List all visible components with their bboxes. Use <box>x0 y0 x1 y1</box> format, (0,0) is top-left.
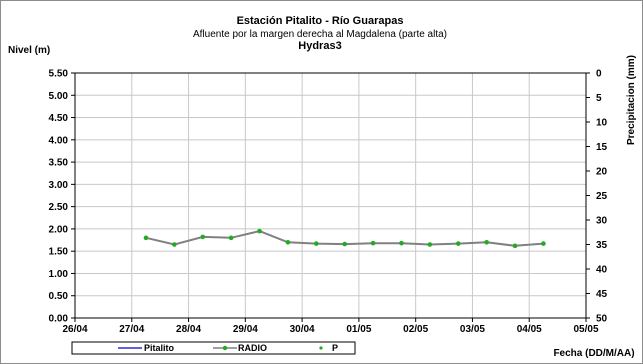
legend-p-marker <box>319 346 323 350</box>
y2-tick-label: 15 <box>596 142 608 153</box>
y2-tick-label: 10 <box>596 118 608 129</box>
y-tick-label: 3.00 <box>49 180 69 191</box>
x-tick-label: 26/04 <box>62 324 87 335</box>
radio-data-point <box>172 242 177 247</box>
legend: Pitalito RADIO P <box>71 341 356 355</box>
radio-data-point <box>370 240 376 246</box>
x-tick-label: 03/05 <box>460 324 485 335</box>
y-tick-label: 4.00 <box>49 135 69 146</box>
legend-p-label: P <box>332 343 338 353</box>
y-tick-label: 1.00 <box>49 269 69 280</box>
x-axis-label: Fecha (DD/M/AA) <box>553 348 634 359</box>
y2-tick-label: 50 <box>596 314 608 325</box>
radio-data-point <box>427 242 433 247</box>
y-tick-label: 4.50 <box>49 113 69 124</box>
chart-subtitle: Afluente por la margen derecha al Magdal… <box>193 29 447 40</box>
radio-data-point <box>455 241 461 246</box>
chart-subtitle-2: Hydras3 <box>298 40 341 52</box>
y-tick-label: 0.50 <box>49 291 69 302</box>
radio-data-point <box>257 228 262 234</box>
x-tick-label: 04/05 <box>517 324 542 335</box>
y-tick-label: 5.50 <box>49 69 69 80</box>
legend-pitalito-label: Pitalito <box>144 343 175 353</box>
x-tick-label: 27/04 <box>119 324 144 335</box>
legend-radio-marker <box>222 345 228 351</box>
x-tick-label: 30/04 <box>290 324 315 335</box>
radio-data-point <box>200 234 206 240</box>
x-tick-label: 05/05 <box>573 324 598 335</box>
y2-tick-label: 20 <box>596 167 608 178</box>
legend-radio-label: RADIO <box>238 343 267 353</box>
y-tick-label: 2.50 <box>49 202 69 213</box>
radio-data-point <box>512 243 518 249</box>
radio-data-point <box>342 241 347 247</box>
y2-tick-label: 0 <box>596 69 602 80</box>
y2-axis-label: Precipitacion (mm) <box>626 55 637 145</box>
y2-tick-label: 40 <box>596 265 608 276</box>
x-tick-label: 29/04 <box>233 324 258 335</box>
y-tick-label: 3.50 <box>49 158 69 169</box>
radio-data-point <box>228 235 234 241</box>
y2-tick-label: 35 <box>596 240 608 251</box>
radio-data-point <box>399 240 404 246</box>
chart-title: Estación Pitalito - Río Guarapas <box>237 15 404 27</box>
plot-area: 0.00 0.50 1.00 1.50 2.00 2.50 3.00 3.50 4.00 4.50… <box>49 69 608 336</box>
y-tick-label: 0.00 <box>49 314 69 325</box>
y-axis-label: Nivel (m) <box>8 45 50 56</box>
radio-data-point <box>314 241 319 246</box>
radio-data-point <box>143 235 149 241</box>
y2-tick-label: 25 <box>596 191 608 202</box>
y-tick-label: 5.00 <box>49 91 69 102</box>
y-tick-label: 1.50 <box>49 247 69 258</box>
radio-data-point <box>484 239 489 245</box>
y2-tick-label: 5 <box>596 93 602 104</box>
y2-tick-label: 30 <box>596 216 608 227</box>
x-tick-label: 01/05 <box>346 324 371 335</box>
radio-data-point <box>541 241 546 246</box>
radio-data-point <box>285 239 291 245</box>
y2-tick-label: 45 <box>596 289 608 300</box>
x-tick-label: 02/05 <box>403 324 428 335</box>
x-tick-label: 28/04 <box>176 324 201 335</box>
y-tick-label: 2.00 <box>49 224 69 235</box>
plot-border <box>74 72 587 319</box>
